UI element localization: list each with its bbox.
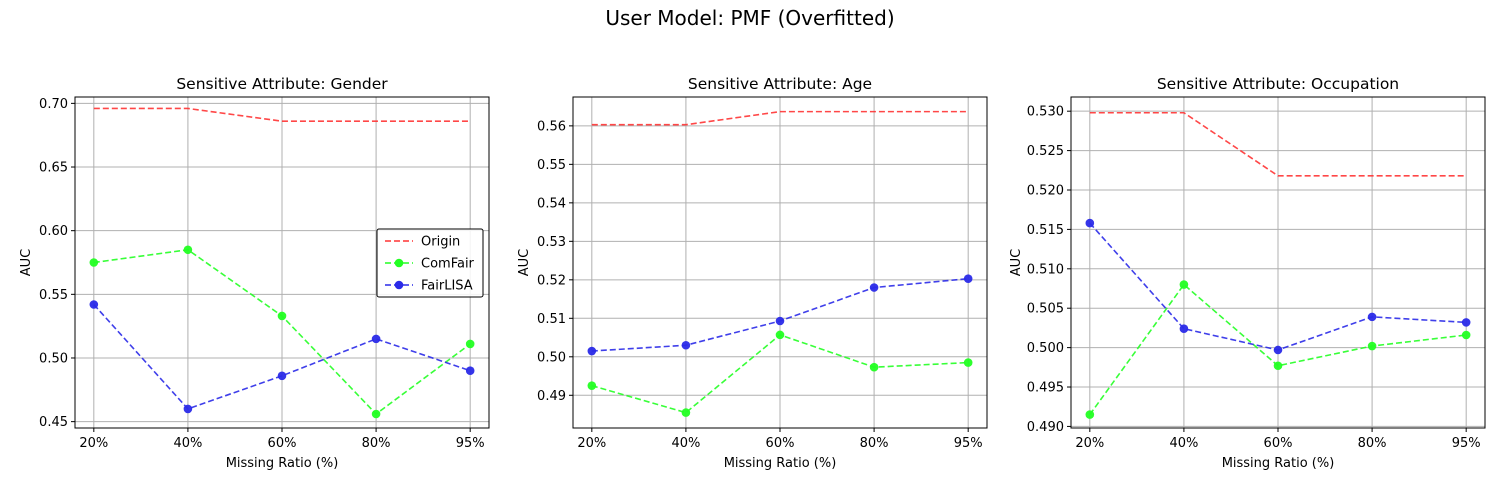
x-tick-label: 20% [577, 436, 606, 451]
chart-panels: 20% 40% 60% 80% 95% 0.45 0.50 0.55 0.60 0.65 0.70 S… [19, 75, 1486, 471]
x-tick-label: 60% [1264, 436, 1293, 451]
y-tick-label: 0.52 [537, 273, 566, 288]
y-tick-label: 0.51 [537, 312, 566, 327]
data-point-fairlisa [1179, 324, 1189, 334]
x-tick-label: 95% [456, 436, 485, 451]
x-tick-label: 95% [1452, 436, 1481, 451]
y-tick-label: 0.520 [1027, 183, 1064, 198]
x-tick-label: 80% [362, 436, 391, 451]
legend-swatch-marker [394, 258, 404, 268]
y-tick-label: 0.510 [1027, 262, 1064, 277]
x-tick-label: 40% [173, 436, 202, 451]
chart-panel-2: 20% 40% 60% 80% 95% 0.49 0.50 0.51 0.52 0.53 0.54 0… [517, 75, 988, 471]
y-tick-label: 0.60 [39, 224, 68, 239]
y-tick-label: 0.490 [1027, 420, 1064, 435]
y-tick-label: 0.70 [39, 97, 68, 112]
y-tick-label: 0.505 [1027, 302, 1064, 317]
legend-label: Origin [421, 235, 460, 250]
x-axis-label: Missing Ratio (%) [1222, 456, 1335, 471]
data-point-fairlisa [183, 404, 193, 414]
y-axis-label: AUC [1009, 249, 1024, 277]
y-tick-label: 0.49 [537, 389, 566, 404]
data-point-comfair [1273, 361, 1283, 371]
legend: Origin ComFair FairLISA [376, 228, 484, 298]
data-point-comfair [1461, 330, 1471, 340]
legend-swatch-marker [394, 280, 404, 290]
data-point-fairlisa [1461, 318, 1471, 327]
x-tick-label: 80% [860, 436, 889, 451]
y-tick-label: 0.45 [39, 415, 68, 430]
y-tick-label: 0.53 [537, 235, 566, 250]
data-point-fairlisa [277, 371, 287, 381]
data-point-comfair [681, 408, 691, 417]
legend-label: ComFair [421, 257, 475, 272]
series-line-origin [1089, 111, 1467, 177]
y-tick-label: 0.515 [1027, 223, 1064, 238]
chart-title: Sensitive Attribute: Occupation [1157, 75, 1399, 93]
data-point-comfair [869, 362, 879, 372]
x-tick-label: 60% [268, 436, 297, 451]
legend-label: FairLISA [421, 279, 473, 294]
y-tick-label: 0.495 [1027, 381, 1064, 396]
x-tick-label: 20% [79, 436, 108, 451]
data-point-fairlisa [371, 334, 381, 344]
data-point-comfair [183, 245, 193, 255]
data-point-fairlisa [587, 346, 597, 356]
data-point-fairlisa [1367, 312, 1377, 322]
y-tick-label: 0.525 [1027, 144, 1064, 159]
data-point-fairlisa [89, 300, 99, 309]
y-tick-label: 0.65 [39, 161, 68, 176]
data-point-comfair [89, 258, 99, 267]
x-tick-label: 40% [1169, 436, 1198, 451]
data-point-fairlisa [775, 316, 785, 326]
y-tick-label: 0.56 [537, 119, 566, 134]
y-axis-label: AUC [19, 249, 34, 277]
data-point-comfair [1179, 280, 1189, 289]
data-point-comfair [277, 311, 287, 321]
x-axis-label: Missing Ratio (%) [724, 456, 837, 471]
y-axis-label: AUC [517, 249, 532, 277]
data-point-comfair [371, 409, 381, 419]
chart-title: Sensitive Attribute: Gender [176, 75, 388, 93]
data-point-comfair [1367, 341, 1377, 351]
data-point-comfair [775, 330, 785, 340]
series-line-origin [93, 107, 471, 122]
data-point-comfair [587, 381, 597, 390]
x-tick-label: 60% [766, 436, 795, 451]
data-point-fairlisa [963, 274, 973, 283]
y-tick-label: 0.500 [1027, 341, 1064, 356]
data-point-fairlisa [1273, 345, 1283, 355]
x-axis-label: Missing Ratio (%) [226, 456, 339, 471]
data-point-comfair [1085, 410, 1095, 419]
chart-panel-3: 20% 40% 60% 80% 95% 0.490 0.495 0.500 0.505 0.510… [1009, 75, 1486, 471]
series-line-fairlisa [93, 303, 471, 410]
y-tick-label: 0.55 [39, 288, 68, 303]
data-point-fairlisa [465, 366, 475, 376]
x-tick-label: 20% [1075, 436, 1104, 451]
x-tick-label: 40% [671, 436, 700, 451]
chart-title: Sensitive Attribute: Age [688, 75, 872, 93]
data-point-fairlisa [1085, 218, 1095, 228]
data-point-fairlisa [869, 283, 879, 292]
y-tick-label: 0.50 [537, 350, 566, 365]
x-tick-label: 95% [954, 436, 983, 451]
y-tick-label: 0.530 [1027, 105, 1064, 120]
chart-panel-1: 20% 40% 60% 80% 95% 0.45 0.50 0.55 0.60 0.65 0.70 S… [19, 75, 490, 471]
y-tick-label: 0.55 [537, 158, 566, 173]
series-line-origin [591, 110, 969, 126]
data-point-comfair [963, 358, 973, 367]
legend-box [376, 228, 484, 298]
y-tick-label: 0.50 [39, 351, 68, 366]
data-point-comfair [465, 339, 475, 349]
y-tick-label: 0.54 [537, 196, 566, 211]
x-tick-label: 80% [1358, 436, 1387, 451]
figure-title: User Model: PMF (Overfitted) [605, 6, 894, 30]
data-point-fairlisa [681, 340, 691, 350]
